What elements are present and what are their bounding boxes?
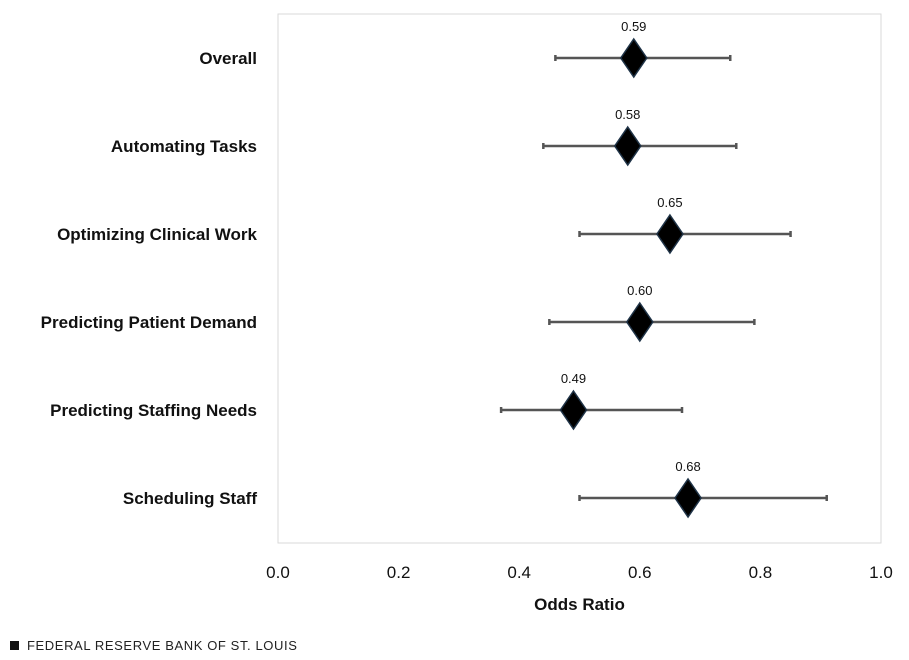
- source-label: FEDERAL RESERVE BANK OF ST. LOUIS: [27, 638, 298, 653]
- odds-ratio-marker: [619, 37, 648, 79]
- data-label: 0.58: [615, 107, 640, 122]
- x-axis-title: Odds Ratio: [534, 595, 625, 614]
- category-label: Scheduling Staff: [123, 489, 257, 508]
- category-label: Automating Tasks: [111, 137, 257, 156]
- data-label: 0.49: [561, 371, 586, 386]
- odds-ratio-chart: Overall 0.59 Automating Tasks 0.58 Optimizin…: [41, 13, 893, 614]
- odds-ratio-marker: [674, 477, 702, 519]
- odds-ratio-marker: [559, 389, 588, 431]
- odds-ratio-marker: [656, 213, 684, 255]
- data-label: 0.59: [621, 19, 646, 34]
- data-label: 0.68: [675, 459, 700, 474]
- x-tick-label: 0.2: [387, 563, 411, 582]
- ci-whisker: [578, 231, 792, 237]
- odds-ratio-marker: [613, 125, 642, 167]
- x-tick-label: 0.6: [628, 563, 652, 582]
- black-square-icon: [10, 641, 19, 650]
- ci-whisker: [578, 495, 828, 501]
- x-tick-label: 0.4: [507, 563, 531, 582]
- x-tick-label: 0.8: [749, 563, 773, 582]
- odds-ratio-marker: [625, 301, 654, 343]
- ci-whisker: [499, 407, 684, 413]
- category-label: Predicting Staffing Needs: [50, 401, 257, 420]
- data-label: 0.60: [627, 283, 652, 298]
- category-label: Predicting Patient Demand: [41, 313, 257, 332]
- plot-area-frame: [277, 13, 882, 544]
- source-credit: FEDERAL RESERVE BANK OF ST. LOUIS: [10, 638, 297, 653]
- data-label: 0.65: [657, 195, 682, 210]
- x-tick-label: 1.0: [869, 563, 893, 582]
- category-label: Optimizing Clinical Work: [57, 225, 257, 244]
- x-tick-label: 0.0: [266, 563, 290, 582]
- category-label: Overall: [199, 49, 257, 68]
